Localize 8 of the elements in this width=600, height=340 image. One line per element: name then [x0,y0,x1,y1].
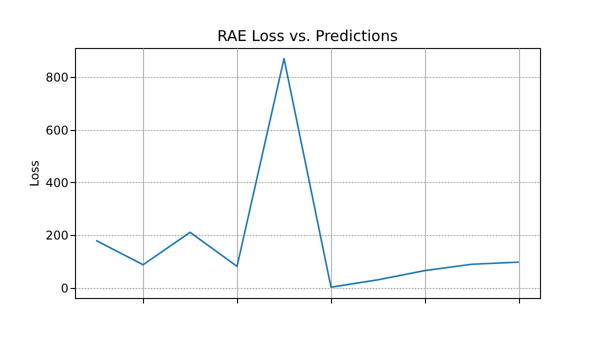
line-series [95,58,520,288]
y-tick-label: 0 [60,281,68,296]
y-tick-label: 200 [46,228,68,243]
y-tick-label: 800 [46,70,68,85]
chart-title: RAE Loss vs. Predictions [217,27,398,45]
y-tick-label: 600 [46,123,68,138]
y-tick-label: 400 [46,176,68,190]
y-axis-title: Loss [28,160,42,187]
